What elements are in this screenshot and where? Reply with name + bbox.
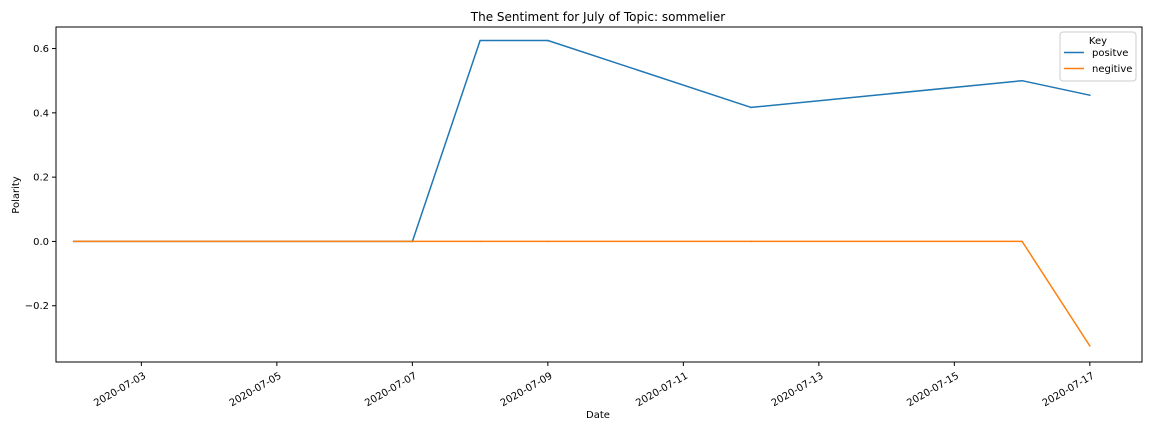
data-point-negitive [72, 240, 75, 243]
data-point-negitive [479, 240, 481, 243]
series-line-positve [73, 39, 1090, 243]
data-point-positve [479, 39, 481, 42]
legend-label: positve [1092, 48, 1128, 59]
legend: Key positve negitive [1059, 31, 1137, 82]
x-tick-label: 2020-07-07 [363, 371, 419, 410]
data-point-negitive [411, 240, 414, 243]
data-point-negitive [547, 240, 549, 243]
series-line-negitive [73, 240, 1091, 347]
legend-title: Key [1089, 36, 1107, 47]
x-tick-label: 2020-07-03 [92, 371, 148, 410]
x-tick-label: 2020-07-09 [499, 371, 555, 410]
x-tick-label: 2020-07-17 [1041, 371, 1097, 410]
data-point-negitive [750, 240, 752, 243]
chart-title: The Sentiment for July of Topic: sommeli… [470, 10, 726, 24]
data-point-positve [1089, 94, 1091, 96]
y-tick-label: 0.2 [33, 173, 49, 184]
y-axis: −0.2 0.0 0.2 0.4 0.6 [25, 44, 56, 312]
y-axis-title: Polarity [11, 176, 22, 214]
x-axis-title: Date [586, 410, 610, 421]
y-tick-label: 0.6 [33, 44, 49, 55]
y-tick-label: −0.2 [25, 301, 49, 312]
plot-area [55, 26, 1143, 363]
x-tick-label: 2020-07-13 [770, 371, 826, 410]
data-point-positve [547, 39, 549, 42]
series-lines [72, 39, 1091, 347]
data-point-positve [750, 106, 752, 109]
y-tick-label: 0.4 [33, 108, 49, 119]
x-tick-label: 2020-07-11 [634, 371, 690, 410]
y-tick-label: 0.0 [33, 237, 49, 248]
x-axis: 2020-07-03 2020-07-05 2020-07-07 2020-07-09… [92, 362, 1097, 410]
data-point-negitive [1089, 345, 1091, 347]
x-tick-label: 2020-07-05 [228, 371, 284, 410]
data-point-positve [1021, 79, 1023, 82]
legend-label: negitive [1092, 64, 1132, 75]
x-tick-label: 2020-07-15 [905, 371, 961, 410]
data-point-negitive [1021, 240, 1023, 243]
